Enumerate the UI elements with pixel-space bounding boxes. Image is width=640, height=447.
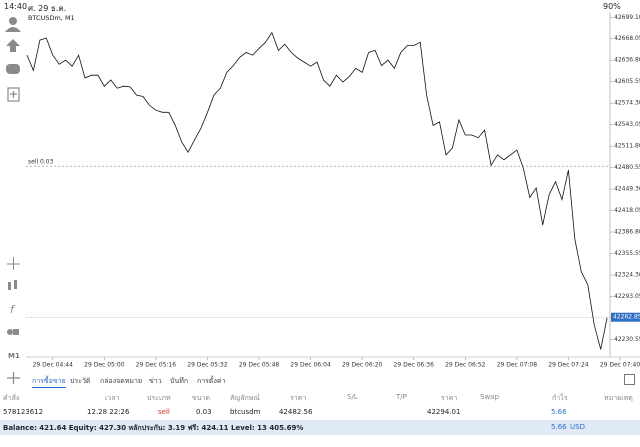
cell-price: 42294.01 xyxy=(427,408,461,416)
y-tick-label: 42449.30 xyxy=(614,186,640,193)
tab[interactable]: การซื้อขาย xyxy=(32,376,66,388)
layout-button[interactable] xyxy=(624,374,635,385)
objects-icon[interactable] xyxy=(7,329,13,335)
y-tick-label: 42418.05 xyxy=(614,207,640,214)
x-tick-label: 29 Dec 05:48 xyxy=(239,362,280,369)
y-tick-label: 42324.30 xyxy=(614,271,640,278)
price-line-series xyxy=(26,31,608,350)
cell-volume: 0.03 xyxy=(196,408,212,416)
timeframe-button[interactable]: M1 xyxy=(8,352,20,360)
y-tick-label: 42511.80 xyxy=(614,143,640,150)
column-header: เวลา xyxy=(105,394,120,402)
column-header: T/P xyxy=(396,393,407,401)
column-header: Swap xyxy=(480,393,499,401)
chat-icon[interactable] xyxy=(6,64,20,74)
y-tick-label: 42636.80 xyxy=(614,57,640,64)
column-header: ขนาด xyxy=(192,394,211,402)
x-tick-label: 29 Dec 06:04 xyxy=(290,362,331,369)
order-label: sell 0.03 xyxy=(28,159,54,166)
y-tick-label: 42386.80 xyxy=(614,229,640,236)
tab[interactable]: บันทึก xyxy=(170,377,189,385)
account-summary: Balance: 421.64 Equity: 427.30 หลักประกั… xyxy=(3,424,304,432)
add-icon[interactable] xyxy=(7,372,20,384)
y-tick-label: 42480.55 xyxy=(614,164,640,171)
candle-icon[interactable] xyxy=(8,282,11,290)
column-header: ประเภท xyxy=(147,394,171,402)
status-time: 14:40 xyxy=(4,2,28,11)
new-order-icon[interactable] xyxy=(7,87,20,102)
y-tick-label: 42293.05 xyxy=(614,293,640,300)
y-tick-label: 42574.30 xyxy=(614,100,640,107)
account-icon[interactable] xyxy=(9,17,17,25)
column-header: หมายเหตุ xyxy=(604,394,633,402)
y-tick-label: 42355.55 xyxy=(614,250,640,257)
trade-icon[interactable] xyxy=(6,39,20,52)
x-tick-label: 29 Dec 06:20 xyxy=(342,362,383,369)
x-tick-label: 29 Dec 07:24 xyxy=(548,362,589,369)
sidebar: f xyxy=(5,17,21,384)
price-tag xyxy=(611,312,640,322)
indicator-icon[interactable]: f xyxy=(10,303,16,316)
x-tick-label: 29 Dec 05:00 xyxy=(84,362,125,369)
tab[interactable]: ข่าว xyxy=(149,377,162,385)
x-tick-label: 29 Dec 07:40 xyxy=(600,362,640,369)
tab[interactable]: ประวัติ xyxy=(70,377,91,385)
plus-sign xyxy=(10,91,17,98)
status-date: ศ. 29 ธ.ค. xyxy=(28,4,67,13)
column-header: ราคา xyxy=(441,394,458,402)
chart: BTCUSDm, M1 42699.10 42668.05 42636.80 4260… xyxy=(26,12,640,369)
y-tick-label: 42668.05 xyxy=(614,35,640,42)
x-tick-label: 29 Dec 06:36 xyxy=(394,362,435,369)
column-header: S/L xyxy=(347,393,358,401)
cell-profit: 5.66 xyxy=(551,408,567,416)
account-icon-body xyxy=(5,27,21,32)
battery: 90% xyxy=(603,2,621,11)
tab[interactable]: กล่องจดหมาย xyxy=(100,377,143,385)
crosshair-icon[interactable] xyxy=(7,257,20,270)
x-tick-label: 29 Dec 05:32 xyxy=(187,362,228,369)
total-profit: 5.66 xyxy=(551,423,567,431)
chart-title: BTCUSDm, M1 xyxy=(28,14,75,22)
footer-bar: Balance: 421.64 Equity: 427.30 หลักประกั… xyxy=(0,420,640,435)
x-tick-label: 29 Dec 05:16 xyxy=(136,362,177,369)
x-tick-label: 29 Dec 04:44 xyxy=(33,362,74,369)
x-tick-label: 29 Dec 06:52 xyxy=(445,362,486,369)
x-tick-label: 29 Dec 07:08 xyxy=(497,362,538,369)
column-header: คำสั่ง xyxy=(3,394,20,402)
y-tick-label: 42543.05 xyxy=(614,121,640,128)
cell-open-price: 42482.56 xyxy=(279,408,313,416)
cell-type: sell xyxy=(158,408,170,416)
tab[interactable]: การตั้งค่า xyxy=(197,377,226,385)
cell-order: 578123612 xyxy=(3,408,44,416)
price-tag-label: 42262.85 xyxy=(613,314,640,321)
y-tick-label: 42230.55 xyxy=(614,336,640,343)
y-tick-label: 42699.10 xyxy=(614,14,640,21)
objects-icon-part xyxy=(13,329,19,335)
cell-symbol: btcusdm xyxy=(230,408,261,416)
column-header: กำไร xyxy=(552,394,568,402)
candle-icon-part xyxy=(14,280,17,289)
column-header: สัญลักษณ์ xyxy=(230,394,260,402)
cell-time: 12.28 22:26 xyxy=(87,408,130,416)
column-header: ราคา xyxy=(290,394,307,402)
y-tick-label: 42605.55 xyxy=(614,78,640,85)
currency: USD xyxy=(570,423,585,431)
